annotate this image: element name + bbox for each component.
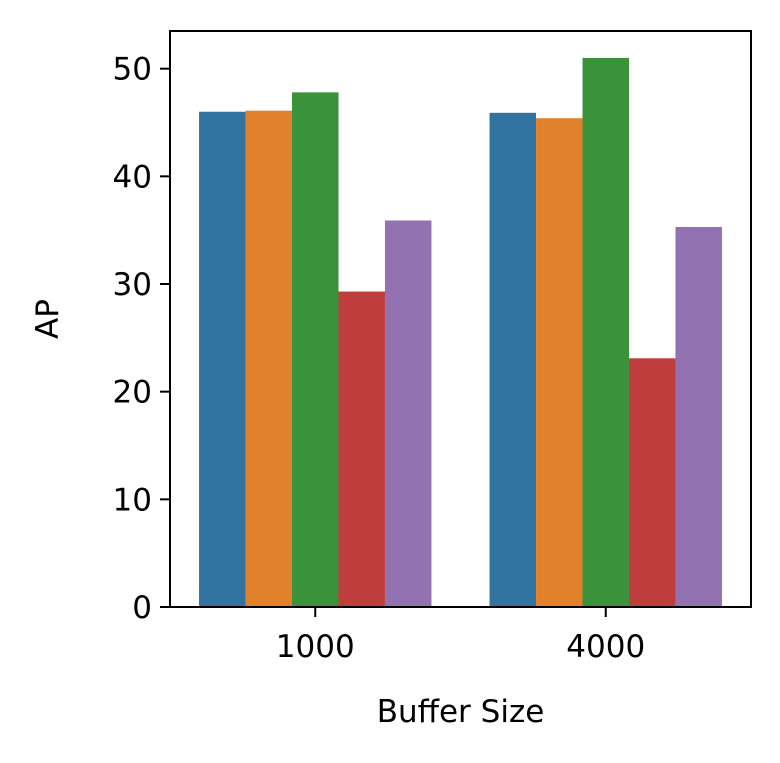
y-axis-label: AP — [30, 299, 66, 339]
x-axis: 1000 4000 — [276, 607, 645, 665]
y-axis: 0 10 20 30 40 50 — [113, 52, 170, 626]
x-tick-label: 1000 — [276, 629, 355, 665]
y-tick-label: 10 — [113, 482, 152, 518]
bar-1000-series-5 — [384, 220, 432, 608]
bar-1000-series-4 — [338, 291, 385, 607]
y-tick-label: 40 — [113, 159, 152, 195]
y-tick-label: 20 — [113, 375, 152, 411]
bar-1000-series-3 — [292, 92, 339, 608]
y-tick-label: 30 — [113, 267, 152, 303]
bar-1000-series-2 — [245, 110, 293, 608]
bar-4000-series-4 — [628, 358, 676, 607]
x-axis-label: Buffer Size — [377, 694, 545, 730]
bar-1000-series-1 — [199, 111, 246, 607]
y-tick-label: 0 — [132, 590, 152, 626]
bar-4000-series-2 — [536, 118, 583, 608]
bar-4000-series-5 — [675, 226, 722, 607]
plot-frame — [169, 30, 752, 608]
x-tick-label: 4000 — [566, 629, 645, 665]
bar-4000-series-3 — [582, 57, 629, 608]
bar-4000-series-1 — [489, 112, 537, 607]
bars-group — [199, 57, 722, 608]
y-tick-label: 50 — [113, 52, 152, 88]
